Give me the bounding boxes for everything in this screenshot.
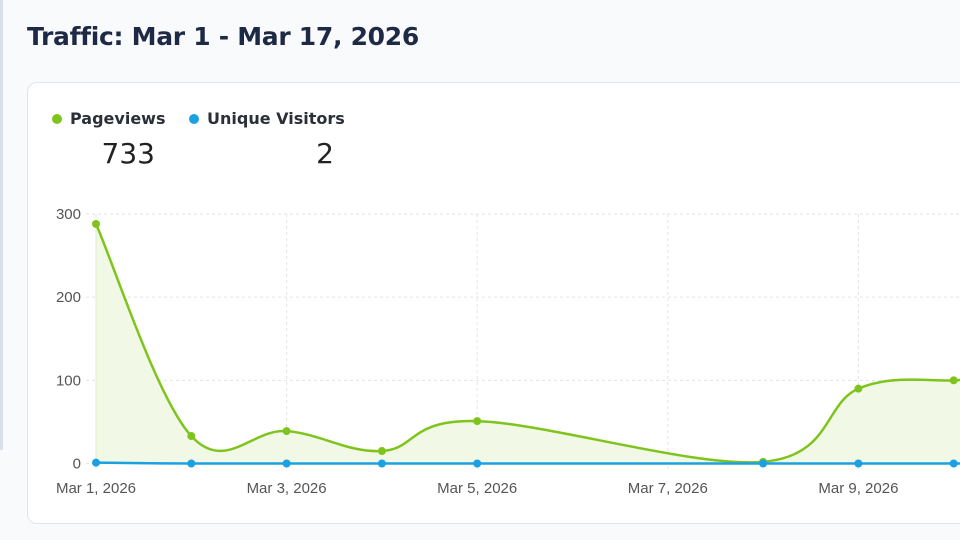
visitors-line bbox=[95, 461, 960, 465]
visitors-point bbox=[92, 458, 100, 467]
visitors-point bbox=[759, 459, 768, 468]
pageviews-point bbox=[473, 417, 482, 426]
pageviews-point bbox=[854, 384, 863, 393]
y-tick-label: 200 bbox=[56, 289, 81, 306]
pageviews-total: 733 bbox=[101, 137, 155, 170]
legend-visitors-label: Unique Visitors bbox=[207, 109, 345, 128]
y-tick-label: 0 bbox=[73, 456, 81, 473]
visitors-point bbox=[473, 459, 482, 468]
pageviews-point bbox=[377, 447, 386, 456]
x-tick-label: Mar 7, 2026 bbox=[628, 480, 708, 497]
visitors-point bbox=[854, 459, 863, 468]
legend-pageviews[interactable]: Pageviews bbox=[52, 109, 165, 128]
page-title: Traffic: Mar 1 - Mar 17, 2026 bbox=[27, 22, 419, 51]
pageviews-point bbox=[187, 432, 196, 441]
visitors-point bbox=[949, 459, 958, 468]
x-tick-label: Mar 9, 2026 bbox=[818, 480, 898, 497]
legend-unique-visitors[interactable]: Unique Visitors bbox=[189, 109, 345, 128]
x-tick-label: Mar 3, 2026 bbox=[247, 480, 327, 497]
legend-pageviews-label: Pageviews bbox=[70, 109, 166, 128]
visitors-total: 2 bbox=[316, 137, 334, 170]
x-tick-label: Mar 1, 2026 bbox=[56, 480, 136, 497]
visitors-dot-icon bbox=[189, 113, 199, 124]
y-tick-label: 300 bbox=[56, 206, 81, 223]
pageviews-point bbox=[282, 427, 291, 436]
pageviews-point bbox=[949, 376, 958, 385]
pageviews-point bbox=[92, 219, 100, 228]
sidebar-edge bbox=[0, 0, 3, 450]
y-tick-label: 100 bbox=[56, 372, 81, 389]
visitors-point bbox=[187, 459, 196, 468]
x-tick-label: Mar 5, 2026 bbox=[437, 480, 517, 497]
pageviews-area bbox=[96, 223, 960, 464]
visitors-point bbox=[282, 459, 291, 468]
visitors-point bbox=[377, 459, 386, 468]
pageviews-dot-icon bbox=[52, 113, 62, 124]
